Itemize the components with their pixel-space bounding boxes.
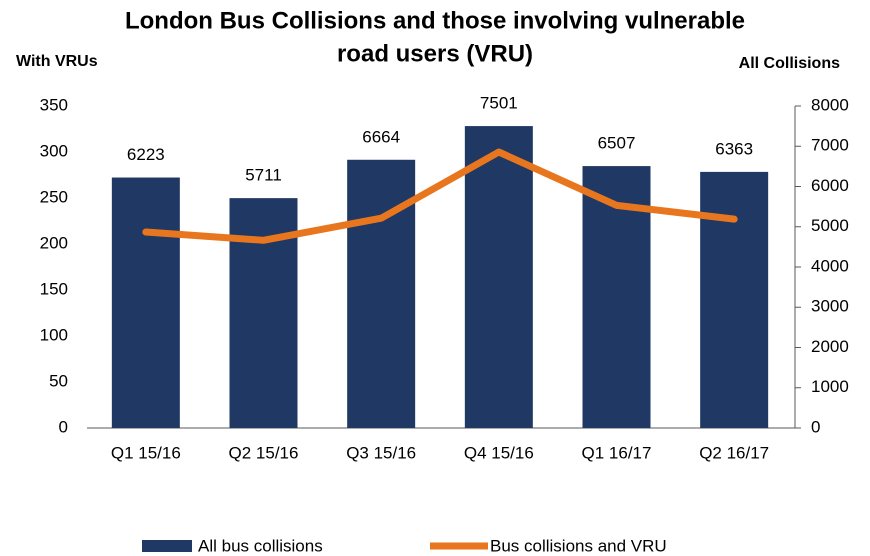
data-label: 6363	[715, 139, 753, 158]
chart-title: road users (VRU)	[337, 40, 533, 67]
y-tick-label: 300	[40, 141, 68, 160]
data-label: 6507	[598, 134, 636, 153]
x-tick-label: Q1 16/17	[582, 443, 652, 462]
bar	[464, 126, 533, 428]
legend-label: All bus collisions	[198, 536, 323, 555]
y-tick-label: 150	[40, 279, 68, 298]
line	[142, 148, 738, 244]
data-label: 6223	[127, 145, 165, 164]
data-label: 5711	[245, 166, 282, 185]
bar	[347, 159, 416, 429]
x-tick-label: Q3 15/16	[346, 443, 416, 462]
x-tick-label: Q2 15/16	[229, 443, 299, 462]
y2-tick-label: 6000	[811, 176, 849, 195]
y-tick-label: 0	[59, 417, 68, 436]
y-tick-label: 250	[40, 187, 68, 206]
y2-tick-label: 7000	[811, 136, 849, 155]
bar	[700, 171, 769, 428]
y2-tick-label: 2000	[811, 337, 849, 356]
y2-axis-label: All Collisions	[739, 55, 840, 72]
y-tick-label: 100	[40, 325, 68, 344]
y-axis-label: With VRUs	[16, 53, 98, 70]
y2-tick-label: 1000	[811, 377, 849, 396]
data-label: 6664	[362, 127, 400, 146]
y2-tick-label: 3000	[811, 297, 849, 316]
y2-tick-label: 4000	[811, 256, 849, 275]
y-tick-label: 50	[49, 371, 68, 390]
y2-tick-label: 5000	[811, 216, 849, 235]
x-tick-label: Q2 16/17	[699, 443, 769, 462]
x-tick-label: Q1 15/16	[111, 443, 181, 462]
bar	[111, 177, 180, 428]
y-tick-label: 200	[40, 233, 68, 252]
legend-swatch	[142, 540, 192, 552]
x-tick-label: Q4 15/16	[464, 443, 534, 462]
y2-tick-label: 0	[811, 417, 820, 436]
legend-label: Bus collisions and VRU	[490, 536, 667, 555]
y2-tick-label: 8000	[811, 95, 849, 114]
y-tick-label: 350	[40, 95, 68, 114]
chart-title: London Bus Collisions and those involvin…	[125, 7, 745, 34]
data-label: 7501	[480, 94, 518, 113]
